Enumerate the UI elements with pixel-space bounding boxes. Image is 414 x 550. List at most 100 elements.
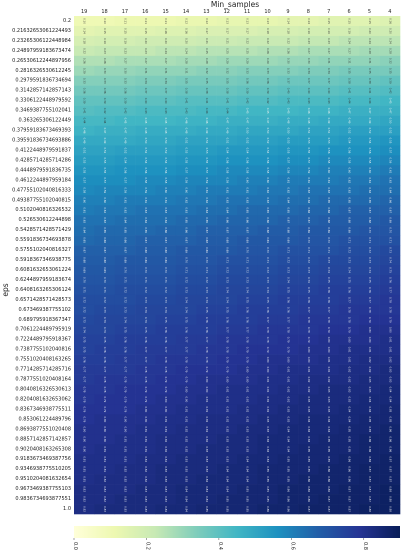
cell-value-label: 0.19 <box>103 38 107 44</box>
cell-value-label: 0.83 <box>368 387 372 393</box>
heatmap-cell <box>216 195 238 206</box>
cell-value-label: 0.78 <box>246 337 250 343</box>
x-tick-label: 13 <box>203 9 209 15</box>
heatmap-cell <box>155 35 177 47</box>
cell-value-label: 0.52 <box>266 138 270 144</box>
cell-value-label: 0.23 <box>123 48 127 54</box>
heatmap-cell <box>257 25 279 37</box>
cell-value-label: 0.77 <box>307 307 311 313</box>
heatmap-cell <box>155 25 177 37</box>
cell-value-label: 0.37 <box>327 78 331 84</box>
heatmap-cell <box>338 504 360 515</box>
cell-value-label: 0.22 <box>266 38 270 44</box>
cell-value-label: 0.78 <box>307 317 311 323</box>
heatmap-cell <box>74 484 95 495</box>
cell-value-label: 0.83 <box>348 397 352 403</box>
heatmap-cell <box>338 364 360 375</box>
heatmap-cell <box>196 294 217 306</box>
heatmap-cell <box>196 195 217 206</box>
cell-value-label: 0.24 <box>388 38 392 44</box>
cell-value-label: 0.29 <box>246 58 250 64</box>
cell-value-label: 0.84 <box>327 416 331 422</box>
cell-value-label: 0.27 <box>164 58 168 64</box>
heatmap-cell <box>359 145 380 156</box>
cell-value-label: 0.76 <box>103 347 107 353</box>
heatmap-cell <box>114 474 136 485</box>
cell-value-label: 0.39 <box>83 98 87 104</box>
heatmap-cell <box>298 274 319 286</box>
cell-value-label: 0.63 <box>225 197 229 203</box>
cell-value-label: 0.59 <box>388 158 392 164</box>
cell-value-label: 0.81 <box>246 387 250 393</box>
heatmap-cell <box>175 245 197 256</box>
cell-value-label: 0.69 <box>123 257 127 263</box>
heatmap-cell <box>94 35 116 47</box>
x-tick-label: 5 <box>368 9 371 15</box>
cell-value-label: 0.79 <box>225 357 229 363</box>
cell-value-label: 0.79 <box>185 367 189 373</box>
heatmap-cell <box>277 354 299 365</box>
heatmap-cell <box>318 65 340 77</box>
cell-value-label: 0.74 <box>225 287 229 293</box>
heatmap-cell <box>277 265 299 276</box>
heatmap-cell <box>94 75 116 87</box>
cell-value-label: 0.80 <box>164 397 168 403</box>
heatmap-cell <box>277 255 299 266</box>
heatmap-cell <box>94 16 116 27</box>
cell-value-label: 0.72 <box>225 267 229 273</box>
x-tick-label: 16 <box>142 9 148 15</box>
heatmap-cell <box>114 65 136 77</box>
cell-value-label: 0.79 <box>286 337 290 343</box>
heatmap-cell <box>237 45 258 57</box>
cell-value-label: 0.77 <box>327 307 331 313</box>
cell-value-label: 0.80 <box>103 436 107 442</box>
cell-value-label: 0.38 <box>185 88 189 94</box>
heatmap-cell <box>237 484 258 495</box>
cell-value-label: 0.35 <box>388 68 392 74</box>
heatmap-cell <box>237 474 258 485</box>
cell-value-label: 0.80 <box>123 426 127 432</box>
cell-value-label: 0.57 <box>83 177 87 183</box>
y-tick-label: 0.8693877551020408 <box>15 426 71 432</box>
heatmap-cell <box>114 334 136 345</box>
cell-value-label: 0.77 <box>123 367 127 373</box>
cell-value-label: 0.74 <box>164 307 168 313</box>
heatmap-cell <box>318 225 340 236</box>
heatmap-cell <box>155 404 177 415</box>
heatmap-cell <box>196 125 217 136</box>
cell-value-label: 0.56 <box>368 148 372 154</box>
heatmap-cell <box>298 155 319 166</box>
cell-value-label: 0.82 <box>103 496 107 502</box>
heatmap-cell <box>74 344 95 355</box>
heatmap-cell <box>257 464 279 475</box>
heatmap-cell <box>298 55 319 67</box>
cell-value-label: 0.55 <box>185 158 189 164</box>
heatmap-cell <box>175 284 197 296</box>
heatmap-cell <box>257 294 279 306</box>
heatmap-cell <box>237 255 258 266</box>
cell-value-label: 0.75 <box>368 277 372 283</box>
heatmap-cell <box>379 25 401 37</box>
heatmap-cell <box>338 404 360 415</box>
heatmap-cell <box>257 394 279 405</box>
heatmap-cell <box>359 45 380 57</box>
cell-value-label: 0.72 <box>307 257 311 263</box>
cell-value-label: 0.87 <box>368 496 372 502</box>
heatmap-cell <box>359 424 380 435</box>
cell-value-label: 0.31 <box>185 68 189 74</box>
cell-value-label: 0.23 <box>327 38 331 44</box>
cell-value-label: 0.67 <box>307 217 311 223</box>
cell-value-label: 0.79 <box>348 327 352 333</box>
cell-value-label: 0.72 <box>83 307 87 313</box>
heatmap-cell <box>155 494 177 505</box>
heatmap-cell <box>359 314 380 326</box>
cell-value-label: 0.43 <box>144 108 148 114</box>
heatmap-cell <box>175 494 197 505</box>
heatmap-cell <box>114 424 136 435</box>
cell-value-label: 0.80 <box>266 357 270 363</box>
heatmap-cell <box>135 404 156 415</box>
cell-value-label: 0.61 <box>83 207 87 213</box>
heatmap-cell <box>155 304 177 316</box>
cell-value-label: 0.50 <box>246 128 250 134</box>
heatmap-cell <box>298 75 319 87</box>
